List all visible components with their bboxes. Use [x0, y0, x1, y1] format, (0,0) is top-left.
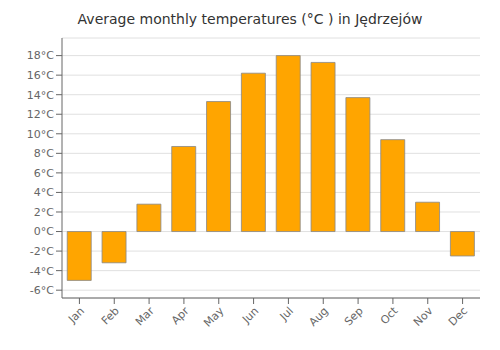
svg-text:4°C: 4°C	[34, 186, 54, 199]
svg-text:Nov: Nov	[411, 304, 436, 329]
svg-text:Dec: Dec	[446, 304, 470, 328]
svg-text:14°C: 14°C	[27, 89, 54, 102]
svg-text:0°C: 0°C	[34, 225, 54, 238]
html-text:Average monthly temperatures (: Average monthly temperatures (°C ) in Ję…	[77, 11, 423, 27]
svg-text:10°C: 10°C	[27, 128, 54, 141]
svg-text:Oct: Oct	[378, 304, 401, 327]
svg-text:Jun: Jun	[239, 304, 261, 326]
svg-text:Jul: Jul	[277, 304, 296, 323]
svg-text:Aug: Aug	[307, 304, 331, 328]
svg-text:Mar: Mar	[133, 304, 157, 328]
svg-text:Jan: Jan	[65, 304, 87, 326]
svg-text:-6°C: -6°C	[30, 284, 54, 297]
svg-text:May: May	[201, 304, 227, 330]
svg-text:8°C: 8°C	[34, 147, 54, 160]
svg-text:-4°C: -4°C	[30, 265, 54, 278]
svg-text:-2°C: -2°C	[30, 245, 54, 258]
svg-text:6°C: 6°C	[34, 167, 54, 180]
svg-text:18°C: 18°C	[27, 49, 54, 62]
svg-text:16°C: 16°C	[27, 69, 54, 82]
svg-text:Feb: Feb	[99, 304, 122, 327]
svg-text:Apr: Apr	[169, 304, 192, 327]
svg-text:12°C: 12°C	[27, 108, 54, 121]
svg-text:Sep: Sep	[342, 304, 366, 328]
svg-text:2°C: 2°C	[34, 206, 54, 219]
